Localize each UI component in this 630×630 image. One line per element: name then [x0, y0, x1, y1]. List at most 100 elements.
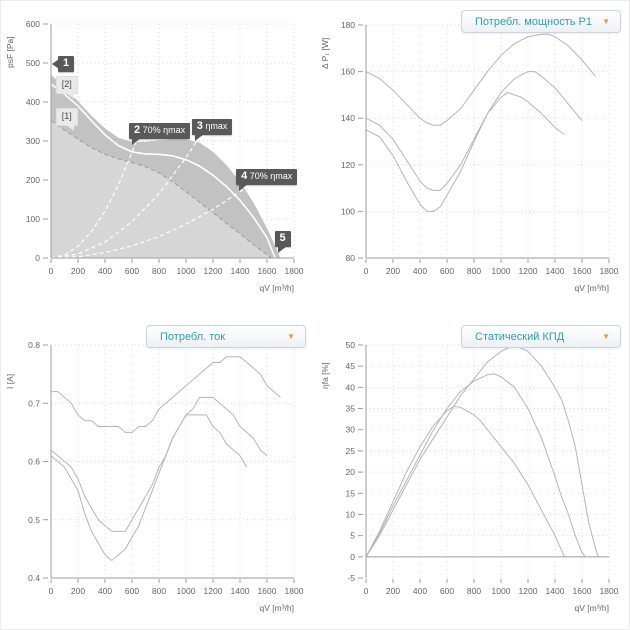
y-tick-label: 600 [26, 19, 40, 29]
y-tick-label: 40 [346, 382, 356, 392]
efficiency-curve-dropdown-label: Статический КПД [475, 330, 565, 343]
curve-system-curve-70-right [50, 185, 249, 259]
y-axis-title: ηfa [%] [320, 363, 330, 389]
x-tick-label: 1200 [204, 266, 223, 276]
curve-nominal-curve-2 [50, 83, 276, 259]
efficiency-chart-svg: 0 200 400 600 800 1000 1200 1400 1600 1800 -5 0 5 10 1… [320, 340, 619, 613]
y-tick-label: 20 [346, 467, 356, 477]
panel-current-chart: 0 200 400 600 800 1000 1200 1400 1600 1800 0.4 0.5 0… [1, 316, 316, 629]
x-tick-label: 1800 [600, 586, 619, 596]
y-tick-label: 10 [346, 509, 356, 519]
y-tick-label: 80 [346, 253, 356, 263]
y-tick-label: 50 [346, 340, 356, 350]
series-speed-min [365, 92, 565, 212]
curve-min-curve-1 [50, 120, 272, 259]
x-tick-label: 800 [152, 586, 166, 596]
x-tick-label: 400 [413, 586, 427, 596]
current-chart-svg: 0 200 400 600 800 1000 1200 1400 1600 1800 0.4 0.5 0… [5, 340, 304, 613]
series-speed-max [365, 344, 599, 558]
x-tick-label: 1000 [177, 586, 196, 596]
x-axis-title: qV [m³/h] [575, 603, 609, 613]
y-tick-label: 0 [35, 253, 40, 263]
series-speed-mid [50, 396, 268, 532]
x-tick-label: 1400 [231, 266, 250, 276]
x-tick-label: 800 [467, 266, 481, 276]
chevron-down-icon: ▼ [287, 331, 295, 341]
chevron-down-icon: ▼ [602, 331, 610, 341]
x-tick-label: 200 [386, 266, 400, 276]
y-tick-label: 5 [350, 531, 355, 541]
x-tick-label: 600 [125, 586, 139, 596]
x-axis-title: qV [m³/h] [575, 283, 609, 293]
power-curve-dropdown-label: Потребл. мощность P1 [475, 15, 592, 28]
x-tick-label: 0 [364, 266, 369, 276]
x-tick-label: 1000 [492, 586, 511, 596]
x-tick-label: 200 [71, 586, 85, 596]
y-tick-label: 15 [346, 488, 356, 498]
x-tick-label: 1600 [258, 586, 277, 596]
marker-2: 2 70% ηmax [129, 123, 191, 146]
marker-5: 5 [274, 231, 291, 254]
x-tick-label: 0 [364, 586, 369, 596]
y-tick-label: 400 [26, 97, 40, 107]
y-tick-label: 45 [346, 361, 356, 371]
x-tick-label: 600 [125, 266, 139, 276]
x-tick-label: 1600 [573, 266, 592, 276]
y-tick-label: 120 [341, 160, 355, 170]
x-axis-title: qV [m³/h] [260, 603, 294, 613]
x-tick-label: 200 [386, 586, 400, 596]
y-tick-label: 25 [346, 446, 356, 456]
marker-3: 3 ηmax [191, 118, 233, 141]
x-tick-label: 1800 [600, 266, 619, 276]
series-speed-min [50, 414, 248, 562]
y-tick-label: 140 [341, 113, 355, 123]
panel-efficiency-chart: 0 200 400 600 800 1000 1200 1400 1600 1800 -5 0 5 10 1… [316, 316, 630, 629]
series-speed-mid [365, 373, 586, 558]
y-tick-label: 0.4 [28, 573, 40, 583]
x-tick-label: 1600 [258, 266, 277, 276]
x-tick-label: 1400 [546, 586, 565, 596]
efficiency-curve-dropdown[interactable]: Статический КПД ▼ [461, 325, 621, 348]
x-tick-label: 600 [440, 266, 454, 276]
y-tick-label: 35 [346, 404, 356, 414]
y-axis-title: psF [Pa] [5, 36, 15, 68]
y-tick-label: 180 [341, 20, 355, 30]
x-tick-label: 0 [49, 586, 54, 596]
marker-1: 1 [52, 56, 75, 73]
x-tick-label: 1200 [204, 586, 223, 596]
power-curve-dropdown[interactable]: Потребл. мощность P1 ▼ [461, 10, 621, 33]
x-tick-label: 1400 [231, 586, 250, 596]
x-tick-label: 200 [71, 266, 85, 276]
x-tick-label: 1600 [573, 586, 592, 596]
y-tick-label: 160 [341, 67, 355, 77]
y-tick-label: 0.5 [28, 515, 40, 525]
x-tick-label: 1200 [519, 586, 538, 596]
series-speed-max [51, 356, 281, 433]
current-curve-dropdown-label: Потребл. ток [160, 330, 226, 343]
x-tick-label: 600 [440, 586, 454, 596]
marker-4: 4 70% ηmax [236, 168, 298, 191]
x-tick-label: 1800 [285, 266, 304, 276]
x-tick-label: 1200 [519, 266, 538, 276]
series-speed-max [365, 33, 596, 126]
curve-system-curve-70-left [50, 137, 138, 259]
x-axis-title: qV [m³/h] [260, 283, 294, 293]
x-tick-label: 400 [98, 586, 112, 596]
y-tick-label: 100 [26, 214, 40, 224]
y-tick-label: 0.7 [28, 398, 40, 408]
y-tick-label: 0.6 [28, 457, 40, 467]
marker-ref1ref: [1] [55, 107, 78, 131]
x-tick-label: 1800 [285, 586, 304, 596]
x-tick-label: 1000 [492, 266, 511, 276]
y-tick-label: -5 [347, 573, 355, 583]
y-tick-label: 30 [346, 425, 356, 435]
panel-fan-pressure-chart: 0 200 400 600 800 1000 1200 1400 1600 1800 0 100 200… [1, 1, 316, 314]
marker-ref2ref: [2] [55, 75, 78, 99]
x-tick-label: 1400 [546, 266, 565, 276]
y-axis-title: I [A] [5, 374, 15, 389]
series-speed-min [365, 405, 565, 558]
x-tick-label: 1000 [177, 266, 196, 276]
current-curve-dropdown[interactable]: Потребл. ток ▼ [146, 325, 306, 348]
y-axis-title: Δ P₁ [W] [320, 38, 330, 69]
